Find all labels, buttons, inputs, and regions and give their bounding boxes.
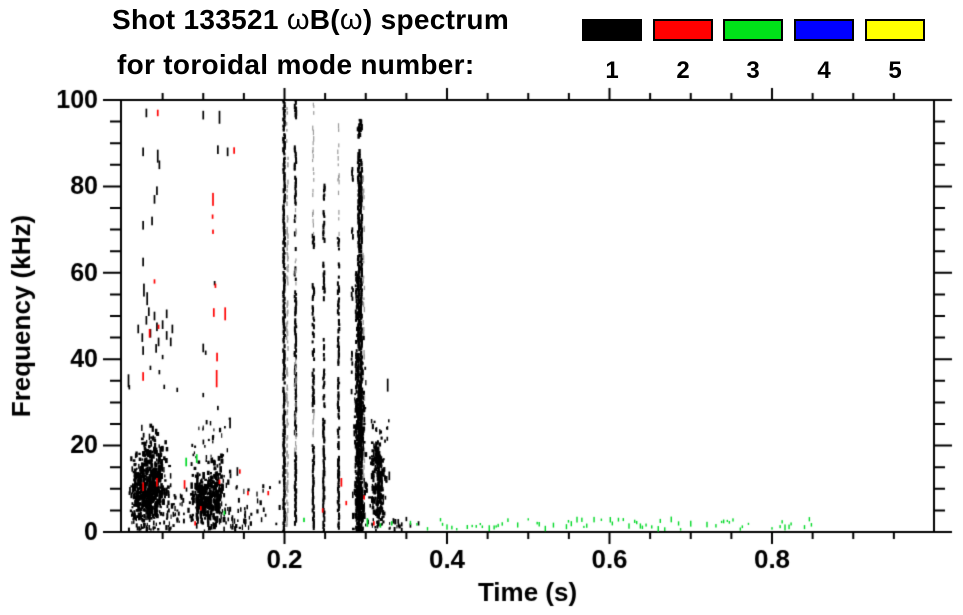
plot-title-text: Shot 133521 — [112, 4, 287, 35]
plot-title-text: B( — [309, 4, 340, 35]
legend-swatch-mode-3 — [723, 19, 783, 41]
legend-swatch-mode-5 — [865, 19, 925, 41]
legend-swatch-mode-4 — [794, 19, 854, 41]
plot-subtitle: for toroidal mode number: — [117, 49, 475, 80]
omega-symbol: ω — [339, 4, 363, 36]
legend-label-mode-3: 3 — [746, 57, 760, 84]
legend-label-mode-1: 1 — [605, 57, 619, 84]
legend-label-mode-5: 5 — [888, 57, 902, 84]
plot-title: Shot 133521 ωB(ω) spectrum — [112, 4, 509, 37]
plot-title-text: ) spectrum — [362, 4, 510, 35]
omega-symbol: ω — [286, 4, 310, 36]
legend-label-mode-2: 2 — [676, 57, 690, 84]
legend-swatch-mode-1 — [582, 19, 642, 41]
legend-swatch-mode-2 — [653, 19, 713, 41]
legend-label-mode-4: 4 — [817, 57, 831, 84]
